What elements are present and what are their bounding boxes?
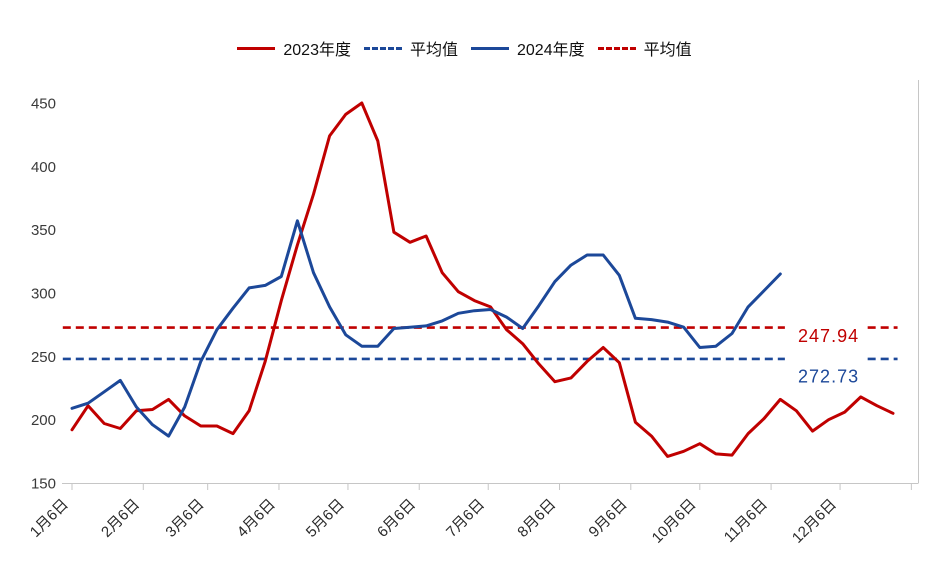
- legend-label: 2024年度: [517, 42, 585, 59]
- legend-swatch-blue-dashed: [363, 46, 402, 50]
- legend-swatch-red-dashed: [597, 46, 636, 50]
- x-axis-tick-label: 6月6日: [374, 496, 419, 541]
- legend-item-average-blue: 平均值: [363, 36, 458, 60]
- y-axis-tick-label: 400: [31, 159, 56, 176]
- x-axis-tick-label: 7月6日: [443, 496, 488, 541]
- legend-swatch-blue-solid: [471, 46, 509, 50]
- y-axis-tick-label: 350: [31, 222, 56, 239]
- average-value-label: 272.73: [798, 367, 859, 387]
- legend-label: 平均值: [409, 42, 458, 59]
- legend-label: 2023年度: [283, 42, 351, 59]
- series-line-2023年度: [70, 101, 895, 458]
- x-axis-tick-label: 5月6日: [303, 496, 348, 541]
- y-axis-tick-label: 200: [31, 412, 56, 429]
- y-axis-tick-label: 250: [31, 349, 56, 366]
- y-axis-tick-label: 450: [31, 96, 56, 113]
- legend-swatch-red-solid: [237, 46, 276, 50]
- x-axis-tick-label: 8月6日: [514, 496, 559, 541]
- x-axis-tick-label: 10月6日: [649, 496, 700, 547]
- y-axis-tick-label: 300: [31, 286, 56, 303]
- y-axis-tick-label: 150: [31, 476, 56, 493]
- x-axis-tick-label: 1月6日: [27, 496, 72, 541]
- x-axis-tick-label: 12月6日: [789, 496, 840, 547]
- x-axis-tick-label: 9月6日: [586, 496, 631, 541]
- x-axis-tick-label: 4月6日: [234, 496, 279, 541]
- x-axis-tick-label: 2月6日: [98, 496, 143, 541]
- series-line-2024年度: [70, 219, 782, 438]
- legend-item-2023: 2023年度: [237, 36, 351, 60]
- x-axis-tick-label: 11月6日: [721, 496, 771, 546]
- legend-label: 平均值: [643, 42, 692, 59]
- legend-item-average-red: 平均值: [597, 36, 692, 60]
- x-axis-tick-label: 3月6日: [162, 496, 207, 541]
- average-value-label: 247.94: [798, 326, 859, 346]
- chart-legend: 2023年度 平均值 2024年度 平均值: [0, 36, 929, 60]
- legend-item-2024: 2024年度: [471, 36, 585, 60]
